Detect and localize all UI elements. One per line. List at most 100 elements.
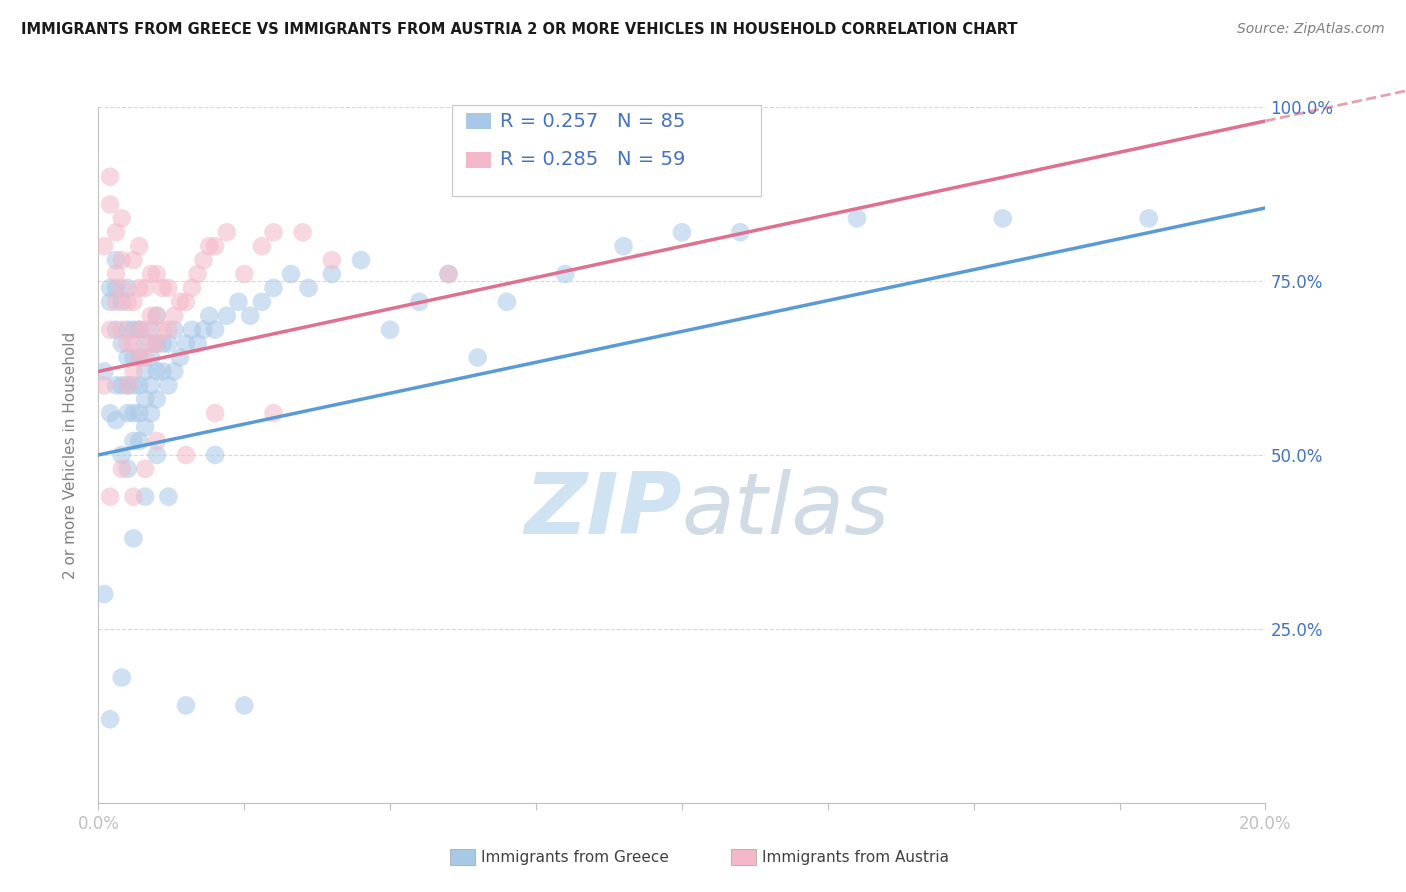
Point: [111, 336, 134, 351]
Point: [134, 462, 156, 476]
Point: [169, 351, 191, 365]
Point: [169, 294, 191, 309]
Point: [239, 309, 262, 323]
Point: [93, 587, 115, 601]
Point: [134, 490, 156, 504]
Point: [93, 364, 115, 378]
Point: [157, 323, 180, 337]
Text: Source: ZipAtlas.com: Source: ZipAtlas.com: [1237, 22, 1385, 37]
Point: [378, 323, 402, 337]
Point: [198, 309, 221, 323]
Point: [134, 351, 156, 365]
Point: [128, 323, 150, 337]
Point: [134, 281, 156, 295]
Point: [495, 294, 517, 309]
Point: [437, 267, 460, 281]
Point: [728, 225, 751, 239]
Point: [134, 323, 156, 337]
Point: [146, 448, 169, 462]
Point: [128, 351, 150, 365]
Point: [554, 267, 576, 281]
Point: [111, 671, 134, 685]
Point: [128, 281, 150, 295]
Point: [134, 364, 156, 378]
Point: [612, 239, 634, 253]
Point: [104, 267, 127, 281]
Point: [122, 378, 145, 392]
Point: [215, 309, 238, 323]
Point: [157, 378, 180, 392]
Point: [146, 309, 169, 323]
Point: [174, 698, 197, 713]
Point: [152, 323, 174, 337]
Point: [193, 253, 215, 268]
Point: [163, 323, 186, 337]
Text: R = 0.257   N = 85: R = 0.257 N = 85: [499, 112, 685, 131]
Point: [104, 378, 127, 392]
Point: [93, 239, 115, 253]
Point: [174, 336, 197, 351]
Point: [157, 281, 180, 295]
Point: [122, 351, 145, 365]
Point: [139, 336, 162, 351]
Point: [98, 169, 121, 184]
Point: [845, 211, 868, 226]
Point: [146, 364, 169, 378]
Point: [991, 211, 1014, 226]
Point: [297, 281, 319, 295]
Point: [157, 336, 180, 351]
Point: [139, 323, 162, 337]
Point: [104, 413, 127, 427]
Point: [122, 434, 145, 448]
Point: [134, 392, 156, 407]
Point: [180, 281, 202, 295]
Point: [180, 323, 202, 337]
Point: [187, 336, 209, 351]
Point: [111, 211, 134, 226]
Point: [163, 364, 186, 378]
Point: [152, 336, 174, 351]
Point: [139, 267, 162, 281]
Point: [187, 267, 209, 281]
Point: [117, 406, 139, 420]
Point: [122, 490, 145, 504]
Point: [104, 281, 127, 295]
Point: [98, 406, 121, 420]
Point: [198, 239, 221, 253]
Point: [111, 323, 134, 337]
Point: [174, 294, 197, 309]
Point: [146, 336, 169, 351]
Point: [671, 225, 693, 239]
Point: [204, 406, 226, 420]
Point: [262, 281, 284, 295]
Point: [193, 323, 215, 337]
Text: Immigrants from Greece: Immigrants from Greece: [481, 850, 669, 864]
Point: [111, 448, 134, 462]
Point: [98, 712, 121, 726]
Y-axis label: 2 or more Vehicles in Household: 2 or more Vehicles in Household: [63, 331, 77, 579]
Point: [1137, 211, 1160, 226]
Point: [350, 253, 373, 268]
Point: [204, 323, 226, 337]
Point: [122, 336, 145, 351]
Point: [128, 239, 150, 253]
Point: [321, 267, 343, 281]
Point: [98, 323, 121, 337]
Point: [128, 323, 150, 337]
Point: [146, 392, 169, 407]
Point: [139, 378, 162, 392]
Point: [157, 490, 180, 504]
Text: Immigrants from Austria: Immigrants from Austria: [762, 850, 949, 864]
Point: [204, 448, 226, 462]
Text: IMMIGRANTS FROM GREECE VS IMMIGRANTS FROM AUSTRIA 2 OR MORE VEHICLES IN HOUSEHOL: IMMIGRANTS FROM GREECE VS IMMIGRANTS FRO…: [21, 22, 1018, 37]
Point: [174, 448, 197, 462]
Point: [408, 294, 430, 309]
Point: [117, 323, 139, 337]
Point: [262, 225, 284, 239]
Point: [117, 351, 139, 365]
Point: [204, 239, 226, 253]
Point: [122, 253, 145, 268]
Point: [152, 281, 174, 295]
Point: [146, 309, 169, 323]
Point: [321, 253, 343, 268]
